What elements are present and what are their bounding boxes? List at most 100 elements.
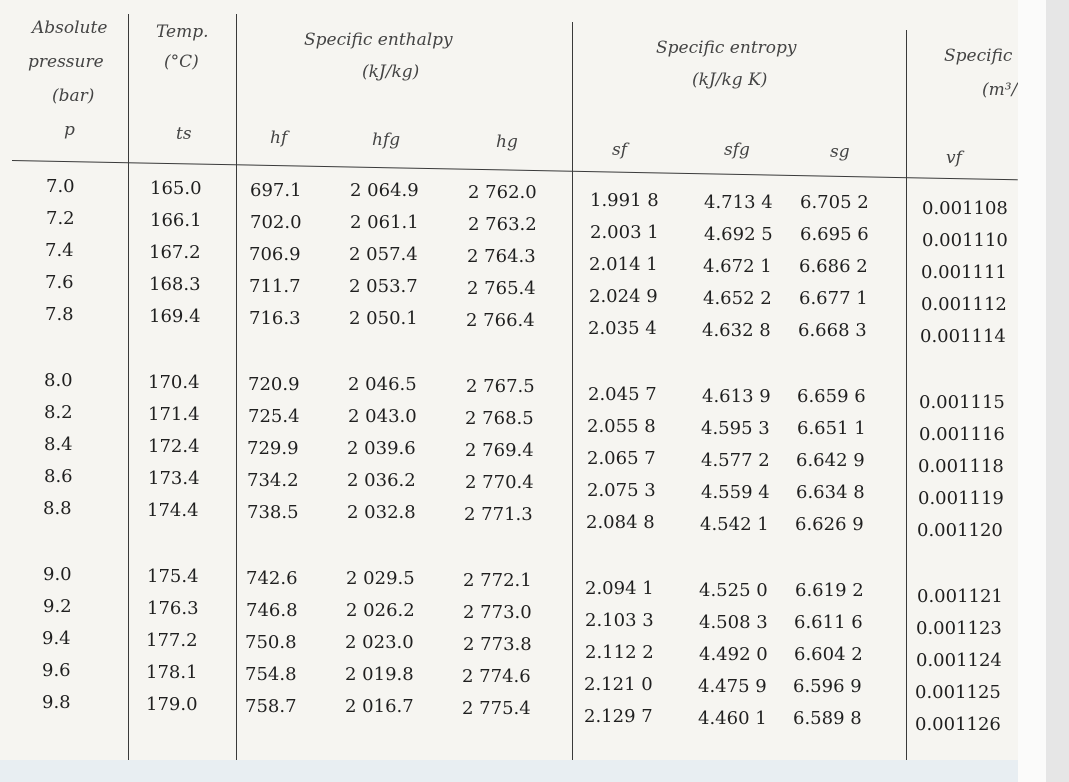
- vf-cell: 0.001125: [915, 682, 1001, 703]
- sf-cell: 2.035 4: [588, 318, 657, 339]
- sg-cell: 6.668 3: [798, 320, 867, 341]
- vf-cell: 0.001124: [916, 650, 1002, 671]
- pressure-cell: 7.2: [46, 208, 75, 229]
- vf-cell: 0.001115: [919, 392, 1005, 413]
- pressure-cell: 8.8: [43, 498, 72, 519]
- hfg-cell: 2 036.2: [347, 470, 416, 491]
- hf-cell: 746.8: [246, 600, 298, 621]
- temp-cell: 170.4: [148, 372, 200, 393]
- hfg-symbol: hfg: [372, 130, 401, 150]
- pressure-symbol: p: [64, 120, 75, 140]
- sfg-cell: 4.595 3: [701, 418, 770, 439]
- sf-cell: 2.084 8: [586, 512, 655, 533]
- hf-cell: 729.9: [247, 438, 299, 459]
- sg-cell: 6.642 9: [796, 450, 865, 471]
- hg-cell: 2 769.4: [465, 440, 534, 461]
- sg-symbol: sg: [830, 142, 850, 162]
- hfg-cell: 2 023.0: [345, 632, 414, 653]
- temp-cell: 166.1: [150, 210, 202, 231]
- hfg-cell: 2 050.1: [349, 308, 418, 329]
- rule-after-enthalpy: [572, 22, 573, 760]
- hf-cell: 758.7: [245, 696, 297, 717]
- vf-cell: 0.001111: [921, 262, 1007, 283]
- hf-cell: 734.2: [247, 470, 299, 491]
- pressure-cell: 7.6: [45, 272, 74, 293]
- entropy-header-line2: (kJ/kg K): [692, 70, 768, 90]
- vf-cell: 0.001116: [919, 424, 1005, 445]
- hg-cell: 2 766.4: [466, 310, 535, 331]
- sfg-cell: 4.475 9: [698, 676, 767, 697]
- temp-cell: 176.3: [147, 598, 199, 619]
- pressure-cell: 9.2: [43, 596, 72, 617]
- sg-cell: 6.604 2: [794, 644, 863, 665]
- sfg-cell: 4.460 1: [698, 708, 767, 729]
- temp-cell: 179.0: [146, 694, 198, 715]
- sf-cell: 2.094 1: [585, 578, 654, 599]
- sg-cell: 6.619 2: [795, 580, 864, 601]
- pressure-cell: 7.4: [45, 240, 74, 261]
- pressure-cell: 7.0: [46, 176, 75, 197]
- hfg-cell: 2 039.6: [347, 438, 416, 459]
- sf-cell: 1.991 8: [590, 190, 659, 211]
- hg-cell: 2 774.6: [462, 666, 531, 687]
- hg-cell: 2 767.5: [466, 376, 535, 397]
- temp-cell: 169.4: [149, 306, 201, 327]
- sfg-cell: 4.577 2: [701, 450, 770, 471]
- hf-cell: 720.9: [248, 374, 300, 395]
- vf-cell: 0.001126: [915, 714, 1001, 735]
- page-bottom-edge: [0, 760, 1018, 782]
- enthalpy-header-line1: Specific enthalpy: [304, 30, 453, 50]
- temp-header-line1: Temp.: [156, 22, 209, 42]
- hg-cell: 2 763.2: [468, 214, 537, 235]
- hf-cell: 742.6: [246, 568, 298, 589]
- vf-cell: 0.001110: [922, 230, 1008, 251]
- hfg-cell: 2 026.2: [346, 600, 415, 621]
- sf-cell: 2.129 7: [584, 706, 653, 727]
- vf-cell: 0.001112: [921, 294, 1007, 315]
- sfg-cell: 4.632 8: [702, 320, 771, 341]
- hf-cell: 711.7: [249, 276, 301, 297]
- temp-cell: 165.0: [150, 178, 202, 199]
- temp-symbol: ts: [176, 124, 192, 144]
- rule-after-pressure: [128, 14, 129, 760]
- hfg-cell: 2 043.0: [348, 406, 417, 427]
- entropy-header-line1: Specific entropy: [656, 38, 797, 58]
- hg-cell: 2 772.1: [463, 570, 532, 591]
- sg-cell: 6.659 6: [797, 386, 866, 407]
- sfg-cell: 4.652 2: [703, 288, 772, 309]
- sf-cell: 2.112 2: [585, 642, 654, 663]
- pressure-header-line3: (bar): [52, 86, 95, 106]
- hg-cell: 2 762.0: [468, 182, 537, 203]
- temp-cell: 172.4: [148, 436, 200, 457]
- temp-cell: 173.4: [148, 468, 200, 489]
- hf-cell: 697.1: [250, 180, 302, 201]
- vf-cell: 0.001120: [917, 520, 1003, 541]
- sg-cell: 6.611 6: [794, 612, 863, 633]
- sf-cell: 2.045 7: [588, 384, 657, 405]
- temp-cell: 167.2: [149, 242, 201, 263]
- hfg-cell: 2 016.7: [345, 696, 414, 717]
- sg-cell: 6.626 9: [795, 514, 864, 535]
- hg-cell: 2 771.3: [464, 504, 533, 525]
- sg-cell: 6.596 9: [793, 676, 862, 697]
- hf-cell: 702.0: [250, 212, 302, 233]
- sfg-cell: 4.613 9: [702, 386, 771, 407]
- pressure-cell: 9.8: [42, 692, 71, 713]
- sfg-cell: 4.492 0: [699, 644, 768, 665]
- pressure-cell: 9.0: [43, 564, 72, 585]
- hg-cell: 2 765.4: [467, 278, 536, 299]
- pressure-cell: 8.0: [44, 370, 73, 391]
- sg-cell: 6.634 8: [796, 482, 865, 503]
- sfg-cell: 4.508 3: [699, 612, 768, 633]
- pressure-cell: 8.6: [44, 466, 73, 487]
- vf-cell: 0.001108: [922, 198, 1008, 219]
- sf-cell: 2.121 0: [584, 674, 653, 695]
- vf-cell: 0.001119: [918, 488, 1004, 509]
- hg-cell: 2 768.5: [465, 408, 534, 429]
- sfg-symbol: sfg: [724, 140, 750, 160]
- sf-cell: 2.014 1: [589, 254, 658, 275]
- sg-cell: 6.686 2: [799, 256, 868, 277]
- hf-cell: 754.8: [245, 664, 297, 685]
- rule-after-temp: [236, 14, 237, 760]
- hfg-cell: 2 064.9: [350, 180, 419, 201]
